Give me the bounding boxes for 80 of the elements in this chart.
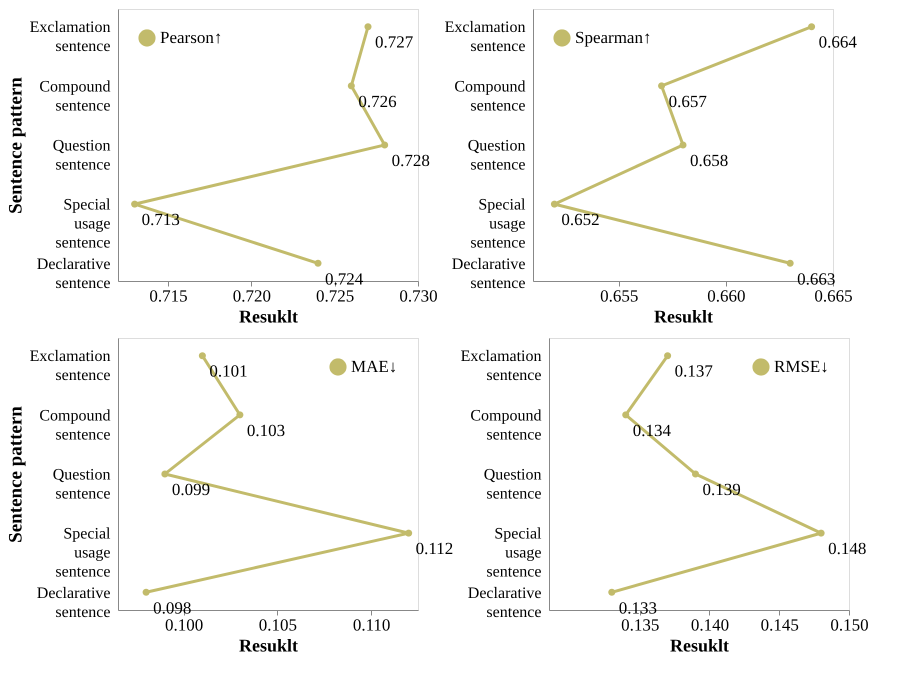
y-tick-label: Question sentence xyxy=(468,138,526,174)
y-tick-label: Declarative sentence xyxy=(36,584,110,621)
data-label: 0.727 xyxy=(375,32,414,52)
data-label: 0.664 xyxy=(818,32,858,52)
y-tick-label: Exclamation sentence xyxy=(444,19,526,56)
x-tick-label: 0.660 xyxy=(707,286,746,306)
x-tick-label: 0.150 xyxy=(830,616,869,634)
legend-label: RMSE↓ xyxy=(774,357,829,376)
y-tick-label: Question sentence xyxy=(484,466,542,502)
data-label: 0.713 xyxy=(142,210,180,230)
data-label: 0.724 xyxy=(325,269,364,288)
x-tick-label: 0.730 xyxy=(399,286,438,306)
data-label: 0.663 xyxy=(797,269,836,288)
y-tick-label: Compound sentence xyxy=(454,78,526,114)
y-tick-label: Compound sentence xyxy=(39,78,110,114)
y-tick-label: Exclamation sentence xyxy=(460,348,542,384)
y-tick-label: Exclamation sentence xyxy=(30,348,110,384)
x-tick-label: 0.655 xyxy=(600,286,638,306)
data-label: 0.657 xyxy=(668,92,708,111)
y-axis-title: Sentence pattern xyxy=(6,76,27,214)
point xyxy=(364,23,372,30)
y-axis-title: Sentence pattern xyxy=(6,406,27,543)
point xyxy=(131,200,138,208)
data-label: 0.133 xyxy=(618,598,658,618)
point xyxy=(198,352,206,360)
x-tick-label: 0.110 xyxy=(352,616,390,634)
point xyxy=(236,411,244,418)
x-tick-label: 0.100 xyxy=(165,616,204,634)
y-tick-label: Exclamation sentence xyxy=(30,19,110,56)
data-label: 0.658 xyxy=(690,151,728,170)
y-tick-label: Compound sentence xyxy=(39,407,110,444)
y-tick-label: Special usage sentence xyxy=(55,526,112,581)
point xyxy=(664,352,672,360)
legend-label: Spearman↑ xyxy=(575,28,652,47)
point xyxy=(818,530,825,537)
x-tick-label: 0.135 xyxy=(621,616,660,634)
data-label: 0.099 xyxy=(172,480,210,499)
point xyxy=(658,82,666,90)
x-axis-title: Resuklt xyxy=(238,636,298,656)
x-tick-label: 0.715 xyxy=(149,286,188,306)
y-tick-label: Special usage sentence xyxy=(486,526,542,581)
x-axis-title: Resuklt xyxy=(238,306,298,326)
x-tick-label: 0.725 xyxy=(316,286,354,306)
y-tick-label: Declarative sentence xyxy=(36,256,110,292)
point xyxy=(314,260,322,267)
point xyxy=(786,260,794,267)
x-tick-label: 0.140 xyxy=(690,616,730,634)
y-tick-label: Compound sentence xyxy=(470,407,542,444)
point xyxy=(405,530,412,537)
x-axis-title: Resuklt xyxy=(654,306,714,326)
point xyxy=(808,23,816,30)
point xyxy=(622,411,630,418)
point xyxy=(142,588,150,596)
y-tick-label: Declarative sentence xyxy=(452,256,526,292)
data-label: 0.112 xyxy=(416,539,454,558)
x-tick-label: 0.665 xyxy=(814,286,853,306)
point xyxy=(608,588,616,596)
data-label: 0.103 xyxy=(246,420,286,440)
point xyxy=(381,141,388,149)
data-label: 0.148 xyxy=(828,539,866,558)
y-tick-label: Question sentence xyxy=(52,466,110,502)
data-label: 0.098 xyxy=(153,598,192,618)
point xyxy=(550,200,558,208)
data-label: 0.137 xyxy=(674,362,714,381)
data-label: 0.652 xyxy=(561,210,600,230)
point xyxy=(161,470,168,478)
data-label: 0.728 xyxy=(392,151,430,170)
y-tick-label: Special usage sentence xyxy=(55,196,112,252)
x-axis-title: Resuklt xyxy=(670,636,730,656)
x-tick-label: 0.720 xyxy=(232,286,271,306)
y-tick-label: Special usage sentence xyxy=(470,196,526,252)
legend-label: MAE↓ xyxy=(351,357,398,376)
point xyxy=(348,82,355,90)
x-tick-label: 0.145 xyxy=(760,616,799,634)
y-tick-label: Declarative sentence xyxy=(468,584,542,621)
point xyxy=(679,141,687,149)
point xyxy=(692,470,700,478)
y-tick-label: Question sentence xyxy=(52,138,110,174)
legend-label: Pearson↑ xyxy=(160,28,222,47)
x-tick-label: 0.105 xyxy=(258,616,297,634)
